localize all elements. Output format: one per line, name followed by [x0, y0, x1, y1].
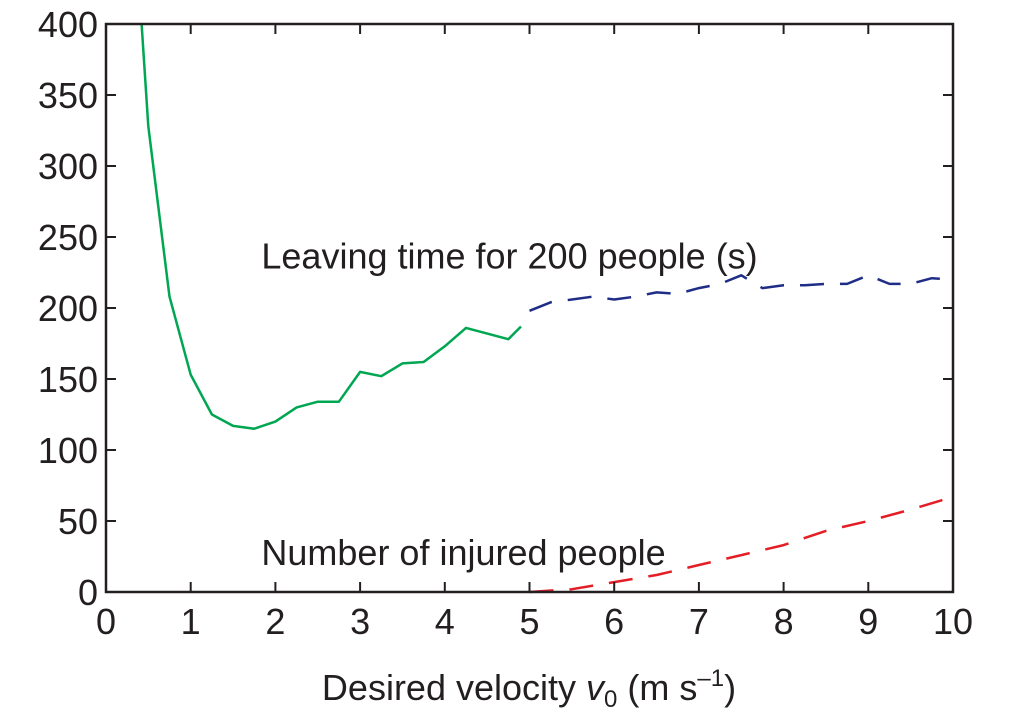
- y-tick-label-3: 150: [38, 359, 98, 400]
- x-axis-title-var: v: [586, 667, 606, 708]
- annotation-1: Number of injured people: [261, 532, 665, 573]
- y-tick-label-8: 400: [38, 4, 98, 45]
- x-tick-label-8: 8: [774, 601, 794, 642]
- x-tick-label-2: 2: [265, 601, 285, 642]
- x-tick-label-9: 9: [858, 601, 878, 642]
- y-tick-label-4: 200: [38, 288, 98, 329]
- x-tick-label-10: 10: [933, 601, 973, 642]
- x-tick-label-3: 3: [350, 601, 370, 642]
- x-axis-title-sub: 0: [604, 686, 617, 713]
- y-tick-label-6: 300: [38, 146, 98, 187]
- x-tick-label-4: 4: [435, 601, 455, 642]
- x-tick-label-0: 0: [96, 601, 116, 642]
- x-tick-label-6: 6: [604, 601, 624, 642]
- x-axis-title-unit-open: (m s: [617, 667, 697, 708]
- y-tick-label-2: 100: [38, 430, 98, 471]
- y-tick-label-5: 250: [38, 217, 98, 258]
- x-tick-label-5: 5: [519, 601, 539, 642]
- label-layer: 0 1 2 3 4 5 6 7 8 9 10050100150200250300350400Leav…: [38, 4, 973, 642]
- x-axis-title-prefix: Desired velocity: [322, 667, 586, 708]
- x-axis-title: Desired velocity v0 (m s–1): [322, 665, 736, 713]
- x-tick-label-1: 1: [181, 601, 201, 642]
- series-line-2: [529, 495, 954, 594]
- x-axis-title-unit-close: ): [724, 667, 736, 708]
- tick-layer: [105, 23, 954, 593]
- series-layer: [140, 23, 954, 594]
- plot-frame: [104, 22, 955, 594]
- x-axis-title-sup: –1: [697, 665, 724, 692]
- y-tick-label-7: 350: [38, 75, 98, 116]
- x-tick-label-7: 7: [689, 601, 709, 642]
- annotation-0: Leaving time for 200 people (s): [261, 235, 757, 276]
- series-line-0: [140, 23, 522, 430]
- y-tick-label-1: 50: [58, 501, 98, 542]
- y-tick-label-0: 0: [78, 572, 98, 613]
- series-line-1: [529, 274, 954, 312]
